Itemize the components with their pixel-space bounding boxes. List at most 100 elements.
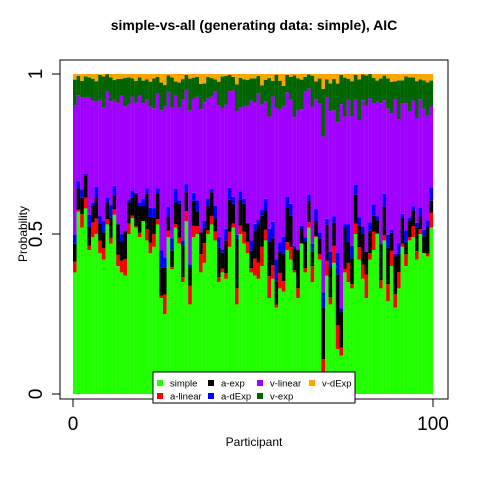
bar-segment-v-dExp bbox=[267, 74, 272, 79]
bar-segment-v-linear bbox=[163, 106, 167, 258]
bar-segment-v-linear bbox=[278, 109, 282, 243]
bar-segment-v-dExp bbox=[299, 74, 304, 80]
x-axis-label: Participant bbox=[226, 435, 283, 449]
bar-segment-a-linear bbox=[285, 242, 290, 250]
bar-segment-v-exp bbox=[267, 78, 272, 117]
bar-segment-v-linear bbox=[307, 88, 311, 195]
bar-segment-a-dExp bbox=[105, 197, 110, 203]
bar-segment-v-dExp bbox=[73, 74, 77, 80]
bar-segment-a-linear bbox=[148, 242, 153, 254]
bar-segment-v-exp bbox=[379, 78, 383, 104]
bar-segment-simple bbox=[80, 227, 84, 394]
bar-segment-v-exp bbox=[263, 79, 268, 102]
bar-segment-simple bbox=[83, 208, 88, 394]
bar-segment-a-exp bbox=[321, 307, 326, 360]
bar-segment-a-dExp bbox=[101, 221, 106, 233]
bar-segment-v-exp bbox=[303, 76, 308, 92]
bar-segment-v-dExp bbox=[332, 74, 336, 80]
bar-segment-v-dExp bbox=[217, 74, 221, 82]
bar-segment-a-dExp bbox=[119, 234, 124, 242]
bar-segment-a-exp bbox=[83, 175, 88, 198]
bar-segment-v-dExp bbox=[123, 74, 128, 78]
bar-segment-a-exp bbox=[98, 223, 102, 241]
bar-segment-v-linear bbox=[76, 95, 81, 182]
bar-segment-a-exp bbox=[382, 206, 387, 236]
bar-segment-a-exp bbox=[292, 248, 297, 271]
bar-segment-a-dExp bbox=[303, 237, 308, 242]
bar-segment-a-exp bbox=[199, 232, 203, 255]
bar-segment-v-linear bbox=[386, 108, 390, 235]
bar-segment-a-linear bbox=[260, 246, 264, 266]
bar-segment-simple bbox=[134, 227, 138, 394]
bar-segment-a-linear bbox=[314, 236, 318, 238]
bar-segment-a-dExp bbox=[91, 202, 95, 206]
bar-segment-a-exp bbox=[235, 238, 239, 289]
bar-segment-v-exp bbox=[202, 83, 207, 103]
bar-segment-v-exp bbox=[184, 74, 189, 90]
bar-segment-a-exp bbox=[357, 225, 362, 248]
legend-box bbox=[152, 371, 356, 404]
bar-segment-a-dExp bbox=[202, 220, 207, 228]
bar-segment-v-linear bbox=[227, 91, 232, 188]
bars-group bbox=[73, 74, 434, 394]
bar-segment-simple bbox=[163, 314, 167, 394]
bar-segment-simple bbox=[112, 214, 117, 394]
bar-segment-a-dExp bbox=[415, 222, 419, 228]
bar-segment-v-exp bbox=[188, 78, 192, 111]
bar-segment-a-exp bbox=[116, 224, 120, 255]
bar-segment-a-linear bbox=[249, 268, 254, 273]
bar-segment-a-exp bbox=[217, 247, 221, 278]
bar-segment-v-dExp bbox=[159, 74, 164, 83]
bar-segment-a-exp bbox=[76, 188, 81, 210]
bar-segment-a-linear bbox=[425, 253, 430, 257]
bar-segment-v-linear bbox=[155, 93, 160, 189]
legend-label-v-dExp: v-dExp bbox=[322, 379, 352, 390]
bar-segment-a-dExp bbox=[382, 193, 387, 207]
bar-segment-a-exp bbox=[328, 267, 333, 298]
bar-segment-a-linear bbox=[206, 230, 210, 234]
bar-segment-v-exp bbox=[163, 85, 167, 107]
bar-segment-a-exp bbox=[350, 258, 354, 285]
bar-segment-a-linear bbox=[87, 245, 92, 250]
legend-label-a-linear: a-linear bbox=[170, 392, 202, 403]
bar-segment-v-dExp bbox=[310, 74, 315, 76]
bar-segment-a-dExp bbox=[361, 226, 365, 234]
bar-segment-v-linear bbox=[425, 115, 430, 221]
bar-segment-a-linear bbox=[429, 212, 434, 228]
bar-segment-simple bbox=[98, 253, 102, 394]
bar-segment-v-dExp bbox=[141, 74, 146, 81]
bar-segment-a-linear bbox=[202, 243, 207, 263]
bar-segment-v-exp bbox=[296, 78, 300, 110]
bar-segment-v-exp bbox=[249, 78, 254, 101]
bar-segment-a-linear bbox=[137, 232, 142, 238]
bar-segment-a-exp bbox=[148, 216, 153, 243]
bar-segment-simple bbox=[249, 272, 254, 394]
bar-segment-a-linear bbox=[184, 211, 189, 222]
bar-segment-simple bbox=[109, 243, 113, 394]
bar-segment-v-dExp bbox=[415, 74, 419, 82]
bar-segment-simple bbox=[141, 221, 146, 394]
bar-segment-simple bbox=[274, 307, 279, 394]
bar-segment-a-linear bbox=[256, 262, 261, 279]
bar-segment-a-exp bbox=[346, 241, 351, 263]
bar-segment-a-dExp bbox=[368, 222, 372, 231]
bar-segment-a-linear bbox=[364, 274, 369, 298]
bar-segment-a-dExp bbox=[335, 252, 340, 275]
bar-segment-a-dExp bbox=[170, 238, 174, 251]
bar-segment-a-dExp bbox=[152, 208, 156, 218]
bar-segment-a-exp bbox=[206, 206, 210, 231]
bar-segment-v-dExp bbox=[148, 74, 153, 82]
bar-segment-v-dExp bbox=[400, 74, 405, 81]
bar-segment-a-linear bbox=[382, 235, 387, 241]
bar-segment-a-exp bbox=[368, 230, 372, 254]
bar-segment-simple bbox=[227, 246, 232, 394]
bar-segment-v-linear bbox=[130, 96, 135, 191]
bar-segment-a-dExp bbox=[177, 200, 182, 204]
bar-segment-v-linear bbox=[245, 105, 250, 223]
bar-segment-a-linear bbox=[368, 253, 372, 260]
bar-segment-v-dExp bbox=[177, 74, 182, 83]
bar-segment-v-exp bbox=[404, 76, 408, 104]
bar-segment-v-linear bbox=[296, 109, 300, 250]
bar-segment-a-linear bbox=[263, 229, 268, 241]
bar-segment-v-dExp bbox=[292, 74, 297, 76]
